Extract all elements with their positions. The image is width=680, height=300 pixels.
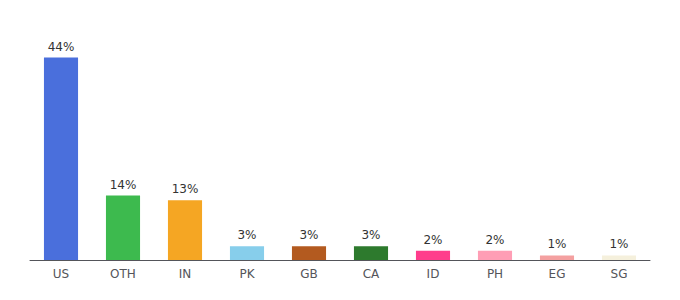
svg-text:CA: CA [363,267,380,281]
svg-text:EG: EG [549,267,566,281]
svg-text:GB: GB [300,267,318,281]
svg-text:2%: 2% [423,233,442,247]
svg-text:13%: 13% [172,182,199,196]
svg-text:OTH: OTH [110,267,136,281]
svg-text:ID: ID [427,267,440,281]
svg-text:2%: 2% [485,233,504,247]
svg-text:3%: 3% [237,228,256,242]
svg-text:1%: 1% [609,237,628,251]
svg-text:PH: PH [487,267,503,281]
svg-text:1%: 1% [547,237,566,251]
svg-text:3%: 3% [299,228,318,242]
svg-text:44%: 44% [48,40,75,54]
svg-text:14%: 14% [110,178,137,192]
svg-text:IN: IN [179,267,192,281]
svg-text:3%: 3% [361,228,380,242]
svg-text:PK: PK [239,267,255,281]
svg-text:US: US [53,267,69,281]
svg-text:SG: SG [611,267,628,281]
